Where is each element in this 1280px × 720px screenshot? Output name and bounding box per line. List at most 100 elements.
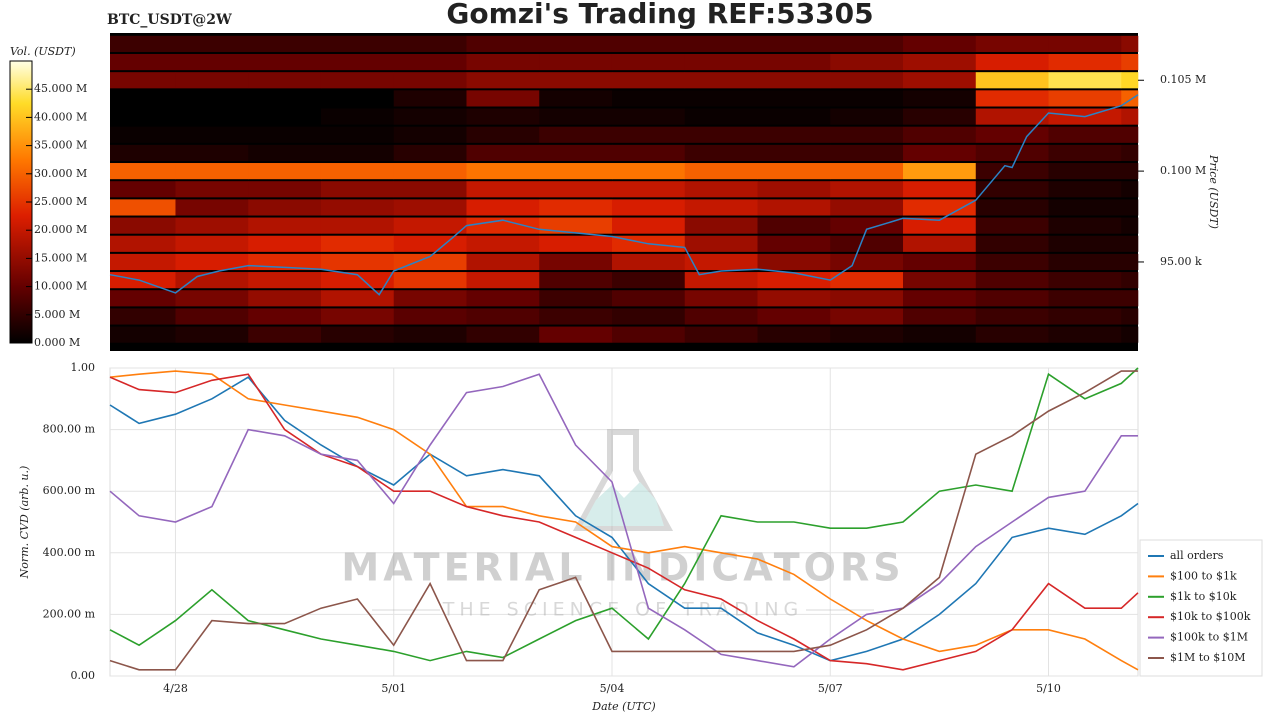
heatmap-cell xyxy=(903,290,977,307)
heatmap-cell xyxy=(757,126,831,143)
heatmap-cell xyxy=(611,163,686,180)
heatmap-cell xyxy=(320,35,395,52)
heatmap-cell xyxy=(110,108,176,125)
heatmap-cell xyxy=(320,290,395,307)
heatmap-cell xyxy=(611,181,686,198)
heatmap-cell xyxy=(539,90,613,107)
heatmap-cell xyxy=(110,53,176,71)
heatmap-cell xyxy=(466,90,540,107)
heatmap-cell xyxy=(903,181,977,198)
heatmap-cell xyxy=(684,199,758,216)
heatmap-cell xyxy=(175,144,249,162)
y-tick-label: 800.00 m xyxy=(43,423,96,436)
heatmap-cell xyxy=(175,90,249,107)
heatmap-cell xyxy=(611,199,686,216)
heatmap-cell xyxy=(320,126,395,143)
heatmap-cell xyxy=(320,326,395,343)
heatmap-cell xyxy=(175,272,249,289)
legend-label: $1k to $10k xyxy=(1170,590,1237,603)
heatmap-cell xyxy=(248,163,322,180)
heatmap-cell xyxy=(830,72,904,89)
heatmap-cell xyxy=(1048,144,1122,162)
heatmap-cell xyxy=(393,72,467,89)
heatmap-cell xyxy=(393,308,467,325)
heatmap-cell xyxy=(757,144,831,162)
heatmap-cell xyxy=(320,72,395,89)
heatmap-cell xyxy=(320,163,395,180)
heatmap-cell xyxy=(320,108,395,125)
heatmap-cell xyxy=(320,235,395,252)
heatmap-cell xyxy=(393,253,467,271)
heatmap-cell xyxy=(1048,90,1122,107)
x-tick-label: 5/10 xyxy=(1036,682,1061,695)
heatmap-cell xyxy=(1121,35,1139,52)
heatmap-cell xyxy=(466,144,540,162)
heatmap-cell xyxy=(1048,35,1122,52)
heatmap-cell xyxy=(903,72,977,89)
heatmap-cell xyxy=(1121,181,1139,198)
heatmap-cell xyxy=(175,126,249,143)
heatmap-cell xyxy=(903,144,977,162)
heatmap-cell xyxy=(757,290,831,307)
x-axis-label: Date (UTC) xyxy=(591,700,655,713)
heatmap-cell xyxy=(110,217,176,234)
y-tick-label: 600.00 m xyxy=(43,484,96,497)
heatmap-cell xyxy=(830,90,904,107)
heatmap-cell xyxy=(1121,163,1139,180)
heatmap-cell xyxy=(248,108,322,125)
heatmap-cell xyxy=(975,53,1049,71)
heatmap-cell xyxy=(611,108,686,125)
heatmap-cell xyxy=(830,163,904,180)
heatmap-cell xyxy=(248,72,322,89)
colorbar-tick-label: 25.000 M xyxy=(34,195,87,208)
heatmap-cell xyxy=(539,163,613,180)
heatmap-cell xyxy=(1048,326,1122,343)
cvd-plot-area xyxy=(109,367,1139,677)
heatmap-cell xyxy=(684,181,758,198)
colorbar-tick-label: 10.000 M xyxy=(34,280,87,293)
heatmap-cell xyxy=(393,144,467,162)
heatmap-cell xyxy=(975,163,1049,180)
colorbar-tick-label: 35.000 M xyxy=(34,139,87,152)
heatmap-cell xyxy=(539,199,613,216)
heatmap-cell xyxy=(1121,272,1139,289)
colorbar-tick-label: 0.000 M xyxy=(34,336,80,349)
price-line xyxy=(109,94,1139,296)
colorbar-tick-label: 20.000 M xyxy=(34,223,87,236)
colorbar-tick-label: 5.000 M xyxy=(34,308,80,321)
heatmap-cell xyxy=(975,35,1049,52)
heatmap-cell xyxy=(684,308,758,325)
heatmap-cell xyxy=(611,308,686,325)
heatmap-cell xyxy=(175,181,249,198)
heatmap-cell xyxy=(611,144,686,162)
heatmap-cell xyxy=(1048,53,1122,71)
heatmap-cell xyxy=(903,272,977,289)
heatmap-cell xyxy=(320,181,395,198)
heatmap-cell xyxy=(539,253,613,271)
heatmap-cell xyxy=(539,308,613,325)
heatmap-cell xyxy=(903,108,977,125)
heatmap-cell xyxy=(110,181,176,198)
heatmap-cell xyxy=(248,272,322,289)
heatmap-cell xyxy=(975,253,1049,271)
cvd-line xyxy=(109,373,1139,671)
heatmap-cell xyxy=(830,235,904,252)
heatmap-cell xyxy=(757,108,831,125)
heatmap-cell xyxy=(1048,199,1122,216)
heatmap-cell xyxy=(684,217,758,234)
heatmap-cell xyxy=(684,126,758,143)
heatmap-cell xyxy=(539,272,613,289)
heatmap-cell xyxy=(466,72,540,89)
heatmap-cell xyxy=(1121,199,1139,216)
legend xyxy=(1139,539,1263,677)
heatmap-cell xyxy=(1048,272,1122,289)
colorbar-tick-label: 15.000 M xyxy=(34,251,87,264)
heatmap-cell xyxy=(975,217,1049,234)
heatmap-cell xyxy=(611,72,686,89)
heatmap-cell xyxy=(320,217,395,234)
heatmap-cell xyxy=(830,290,904,307)
cvd-line xyxy=(109,370,1139,671)
heatmap-cell xyxy=(110,163,176,180)
heatmap-cell xyxy=(903,217,977,234)
heatmap-cell xyxy=(248,199,322,216)
